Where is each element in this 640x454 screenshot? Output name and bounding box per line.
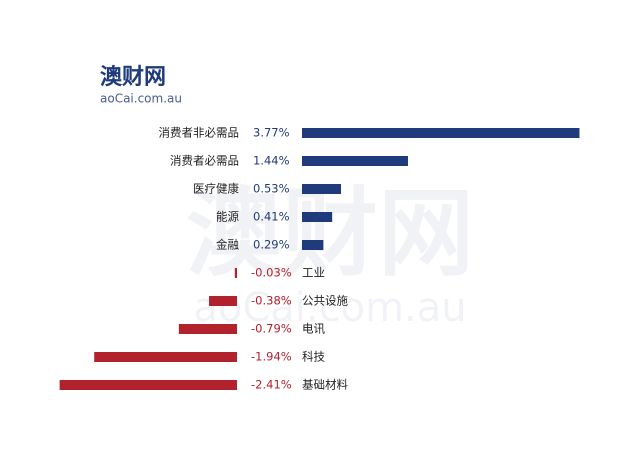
category-label: 医疗健康: [193, 182, 239, 196]
watermark: 澳财网 aoCai.com.au: [186, 177, 474, 331]
value-label: 3.77%: [253, 126, 290, 140]
category-label: 公共设施: [302, 294, 348, 308]
bar: [302, 184, 342, 194]
bar: [59, 380, 238, 390]
category-label: 消费者非必需品: [159, 126, 240, 140]
bar: [302, 240, 324, 250]
value-label: 0.41%: [253, 210, 290, 224]
category-label: 消费者必需品: [170, 154, 239, 168]
category-label: 科技: [302, 350, 325, 364]
value-label: 0.53%: [253, 182, 290, 196]
value-label: -0.79%: [251, 322, 292, 336]
value-label: 0.29%: [253, 238, 290, 252]
watermark-title: 澳财网: [186, 177, 474, 289]
value-label: -1.94%: [251, 350, 292, 364]
bar: [178, 324, 237, 334]
bar: [302, 212, 333, 222]
bar: [302, 128, 580, 138]
bar: [302, 156, 408, 166]
value-label: -2.41%: [251, 378, 292, 392]
bar: [209, 296, 237, 306]
watermark-site: aoCai.com.au: [193, 285, 466, 331]
value-label: 1.44%: [253, 154, 290, 168]
category-label: 电讯: [302, 322, 325, 336]
logo-site: aoCai.com.au: [100, 92, 182, 106]
category-label: 工业: [302, 266, 325, 280]
logo-title: 澳财网: [100, 64, 166, 90]
bar: [94, 352, 237, 362]
bar: [234, 268, 237, 278]
value-label: -0.03%: [251, 266, 292, 280]
category-label: 基础材料: [302, 378, 348, 392]
category-label: 能源: [216, 210, 239, 224]
value-label: -0.38%: [251, 294, 292, 308]
category-label: 金融: [216, 238, 239, 252]
